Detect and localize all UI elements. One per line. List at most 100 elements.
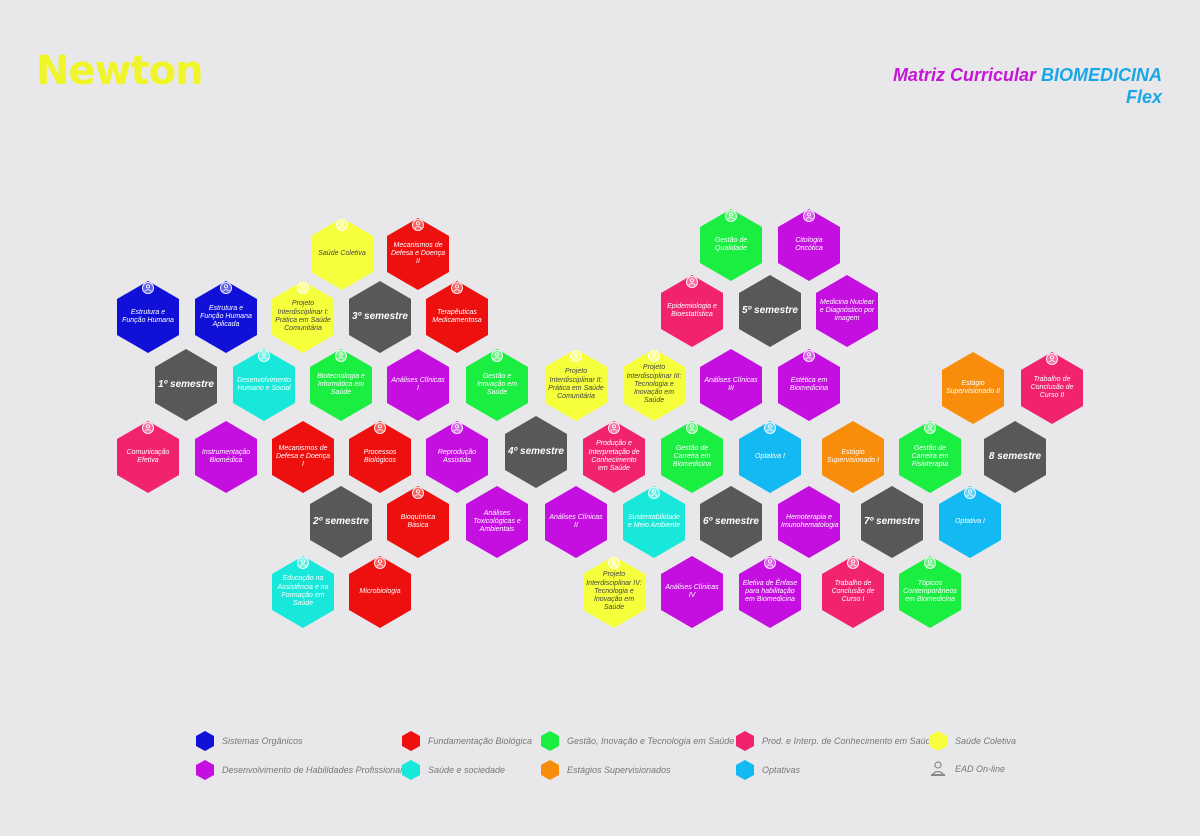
hex-label: Mecanismos de Defesa e Doença II	[390, 241, 446, 266]
semester-hex: 3º semestre	[349, 281, 411, 353]
legend-swatch	[736, 731, 754, 751]
ead-online-icon	[764, 557, 776, 569]
legend-item: Saúde Coletiva	[929, 731, 1016, 751]
legend-swatch	[541, 731, 559, 751]
ead-online-icon	[608, 422, 620, 434]
title-suffix: Flex	[1125, 87, 1162, 107]
hex-label: Biotecnologia e Informática em Saúde	[317, 372, 365, 397]
ead-online-icon	[725, 210, 737, 222]
hex-label: Estágio Supervisionado II	[945, 379, 1001, 395]
hex-label: Gestão de Carreira em Fisioterapia	[911, 444, 949, 469]
ead-online-icon	[686, 422, 698, 434]
hex-label: Gestão de Qualidade	[714, 236, 748, 252]
hex-label: Análises Toxicológicas e Ambientais	[473, 509, 521, 534]
ead-online-icon	[1046, 353, 1058, 365]
hex-label: Estrutura e Função Humana Aplicada	[200, 304, 252, 329]
hex-label: Estágio Supervisionado I	[826, 448, 880, 464]
hex-label: Produção e Interpretação de Conhecimento…	[588, 440, 640, 473]
hex-label: Citologia Oncótica	[795, 236, 823, 252]
ead-online-icon	[608, 557, 620, 569]
legend-label: Saúde e sociedade	[428, 765, 506, 775]
ead-online-icon	[803, 210, 815, 222]
hex-label: Mecanismos de Defesa e Doença I	[275, 444, 331, 469]
ead-online-icon	[929, 760, 947, 778]
ead-online-icon	[686, 276, 698, 288]
legend-label: Prod. e Interp. de Conhecimento em Saúde	[762, 736, 936, 746]
legend-label: Optativas	[762, 765, 801, 775]
hex-label: Processos Biológicos	[363, 448, 397, 464]
hex-label: Estrutura e Função Humana	[122, 308, 174, 324]
hex-label: 2º semestre	[313, 516, 369, 527]
semester-hex: 6º semestre	[700, 486, 762, 558]
hex-label: Gestão de Carreira em Biomedicina	[672, 444, 712, 469]
ead-online-icon	[847, 557, 859, 569]
hex-label: 6º semestre	[703, 516, 759, 527]
legend-swatch	[929, 731, 947, 751]
course-hex: Análises Clínicas II	[545, 486, 607, 558]
hex-label: 3º semestre	[352, 311, 408, 322]
page-title: Matriz Curricular BIOMEDICINA Flex	[893, 64, 1162, 108]
ead-online-icon	[412, 487, 424, 499]
hex-label: Desenvolvimento Humano e Social	[237, 376, 291, 392]
legend-item: Saúde e sociedade	[402, 760, 505, 780]
legend-item: Desenvolvimento de Habilidades Profissio…	[196, 760, 407, 780]
legend-swatch	[196, 731, 214, 751]
hex-label: Optativa I	[955, 517, 985, 525]
ead-online-icon	[258, 350, 270, 362]
legend-label: Estágios Supervisionados	[567, 765, 671, 775]
hex-label: Análises Clínicas III	[704, 376, 758, 392]
legend-swatch	[402, 731, 420, 751]
hex-label: Projeto Interdisciplinar IV: Tecnologia …	[586, 571, 642, 612]
course-hex: Mecanismos de Defesa e Doença I	[272, 421, 334, 493]
ead-online-icon	[803, 350, 815, 362]
course-hex: Estágio Supervisionado I	[822, 421, 884, 493]
ead-online-icon	[648, 487, 660, 499]
legend-item: Sistemas Orgânicos	[196, 731, 303, 751]
course-hex: Análises Clínicas I	[387, 349, 449, 421]
semester-hex: 1º semestre	[155, 349, 217, 421]
legend-item: Prod. e Interp. de Conhecimento em Saúde	[736, 731, 936, 751]
hex-label: 1º semestre	[158, 379, 214, 390]
legend-label: Sistemas Orgânicos	[222, 736, 303, 746]
ead-online-icon	[924, 422, 936, 434]
legend-item: Fundamentação Biológica	[402, 731, 532, 751]
ead-online-icon	[451, 422, 463, 434]
ead-online-icon	[374, 557, 386, 569]
hex-label: Saúde Coletiva	[318, 249, 366, 257]
semester-hex: 5º semestre	[739, 275, 801, 347]
semester-hex: 2º semestre	[310, 486, 372, 558]
hex-label: 4º semestre	[508, 446, 564, 457]
legend-label: Gestão, Inovação e Tecnologia em Saúde	[567, 736, 735, 746]
ead-online-icon	[451, 282, 463, 294]
hex-label: Medicina Nuclear e Diagnóstico por image…	[819, 298, 875, 323]
ead-online-icon	[570, 350, 582, 362]
ead-online-icon	[142, 282, 154, 294]
legend-item: Gestão, Inovação e Tecnologia em Saúde	[541, 731, 734, 751]
legend-label: Desenvolvimento de Habilidades Profissio…	[222, 765, 407, 775]
ead-online-icon	[336, 219, 348, 231]
legend-label: Saúde Coletiva	[955, 736, 1017, 746]
ead-online-icon	[924, 557, 936, 569]
ead-online-icon	[374, 422, 386, 434]
legend-swatch	[736, 760, 754, 780]
ead-online-icon	[964, 487, 976, 499]
hex-label: 8 semestre	[988, 451, 1042, 462]
hex-label: Sustentabilidade e Meio Ambiente	[627, 513, 681, 529]
hex-label: Estética em Biomedicina	[789, 376, 829, 392]
hex-label: Gestão e Inovação em Saúde	[476, 372, 518, 397]
ead-online-icon	[297, 557, 309, 569]
semester-hex: 8 semestre	[984, 421, 1046, 493]
course-hex: Estágio Supervisionado II	[942, 352, 1004, 424]
hex-label: Análises Clínicas II	[549, 513, 603, 529]
ead-online-icon	[412, 219, 424, 231]
hex-label: Análises Clínicas I	[391, 376, 445, 392]
hex-label: Bioquímica Básica	[400, 513, 436, 529]
ead-online-icon	[297, 282, 309, 294]
legend-label: EAD On-line	[955, 764, 1006, 774]
ead-online-icon	[491, 350, 503, 362]
hex-label: Trabalho de Conclusão de Curso I	[831, 579, 875, 604]
course-hex: Análises Toxicológicas e Ambientais	[466, 486, 528, 558]
course-hex: Medicina Nuclear e Diagnóstico por image…	[816, 275, 878, 347]
hex-label: Optativa I	[755, 452, 785, 460]
hex-label: Terapêuticas Medicamentosa	[432, 308, 482, 324]
